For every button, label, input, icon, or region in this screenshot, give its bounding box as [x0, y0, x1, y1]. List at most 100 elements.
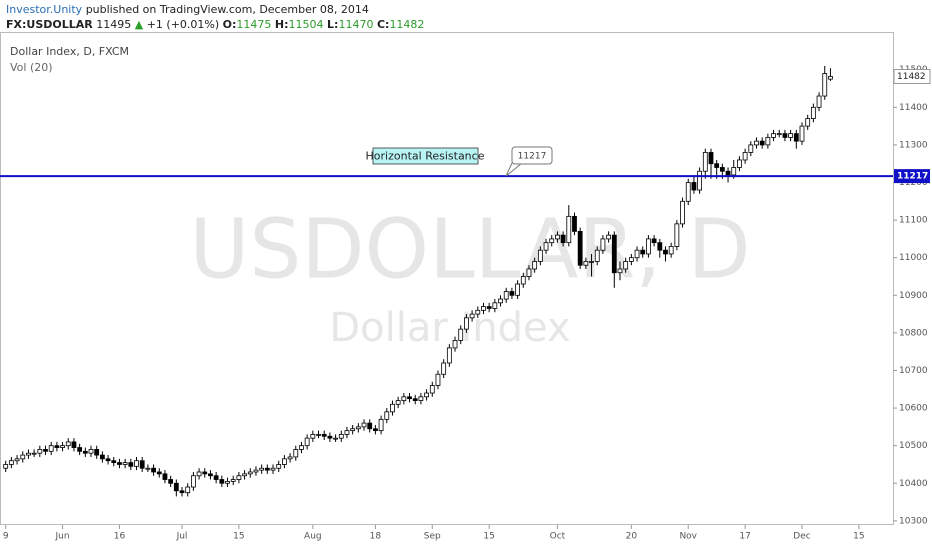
- last: 11495: [96, 18, 131, 31]
- chart-subtitle: Vol (20): [10, 61, 53, 74]
- x-tick-label: Sep: [424, 532, 441, 542]
- y-tick-label: 11300: [899, 140, 928, 150]
- candle-body: [788, 133, 794, 138]
- candle-body: [685, 182, 691, 202]
- candle-body: [486, 306, 492, 309]
- change: +1 (+0.01%): [147, 18, 219, 31]
- candle-body: [105, 458, 111, 462]
- candle-body: [8, 460, 14, 465]
- x-tick-label: 15: [853, 532, 864, 542]
- h-value: 11504: [289, 18, 324, 31]
- candle-body: [247, 471, 253, 475]
- candle-body: [378, 418, 384, 432]
- x-tick-label: Aug: [304, 532, 322, 542]
- x-tick-label: 15: [483, 532, 494, 542]
- candle-body: [537, 249, 543, 262]
- candle-body: [367, 422, 373, 430]
- candle-body: [82, 450, 88, 454]
- candle-body: [259, 467, 265, 471]
- candle-body: [202, 471, 208, 475]
- l-label: L:: [327, 18, 338, 31]
- last-price-label: 11482: [897, 72, 926, 82]
- candle-body: [253, 469, 259, 473]
- o-label: O:: [223, 18, 237, 31]
- candle-body: [88, 449, 94, 454]
- candle-body: [691, 182, 697, 191]
- candle-body: [651, 238, 657, 244]
- candle-body: [168, 479, 174, 484]
- candle-body: [566, 215, 572, 244]
- candle-body: [509, 291, 515, 296]
- x-tick-label: Jul: [176, 532, 188, 542]
- symbol: FX:USDOLLAR: [6, 18, 93, 31]
- author[interactable]: Investor.Unity: [6, 3, 83, 16]
- candle-body: [799, 125, 805, 142]
- x-tick-label: Oct: [550, 532, 566, 542]
- candle-body: [31, 452, 37, 455]
- y-tick-label: 10500: [899, 441, 928, 451]
- candle-body: [748, 144, 754, 153]
- candle-body: [498, 298, 503, 304]
- candle-body: [122, 462, 128, 465]
- candle-body: [515, 283, 520, 296]
- candle-body: [458, 328, 464, 341]
- candle-body: [657, 242, 663, 251]
- candle-body: [452, 340, 458, 349]
- candle-body: [816, 95, 822, 108]
- candle-body: [361, 422, 367, 428]
- candle-body: [464, 317, 469, 330]
- candle-body: [281, 458, 287, 465]
- candle-body: [94, 449, 100, 456]
- candle-body: [805, 118, 811, 127]
- candle-body: [594, 249, 600, 262]
- candle-body: [572, 215, 577, 232]
- candle-body: [520, 276, 526, 285]
- candle-body: [412, 398, 418, 401]
- candle-body: [526, 268, 532, 277]
- candle-body: [481, 306, 486, 311]
- candle-body: [99, 454, 105, 460]
- candle-body: [429, 385, 435, 394]
- candle-body: [503, 291, 509, 300]
- candle-body: [776, 133, 782, 136]
- candle-body: [418, 396, 424, 401]
- candle-body: [401, 396, 407, 401]
- candle-body: [395, 400, 401, 405]
- candle-body: [77, 447, 83, 452]
- candle-body: [208, 473, 213, 477]
- x-tick-label: 15: [233, 532, 244, 542]
- y-tick-label: 10400: [899, 479, 928, 489]
- candle-body: [714, 163, 720, 168]
- candle-body: [731, 167, 737, 176]
- callout-box: [511, 146, 553, 165]
- candle-body: [196, 471, 202, 477]
- candle-body: [390, 403, 395, 413]
- candle-body: [589, 261, 594, 263]
- candle-body: [26, 452, 31, 456]
- candle-body: [355, 426, 361, 430]
- candle-body: [287, 456, 293, 460]
- candle-body: [230, 479, 236, 482]
- candle-body: [771, 133, 776, 138]
- candle-body: [173, 482, 179, 492]
- candle-body: [293, 449, 299, 458]
- y-tick-label: 10600: [899, 404, 928, 414]
- candle-body: [754, 140, 759, 146]
- candle-body: [3, 464, 9, 469]
- candle-body: [555, 234, 560, 240]
- o-value: 11475: [236, 18, 271, 31]
- candle-body: [71, 441, 77, 448]
- candle-body: [492, 302, 498, 309]
- x-tick-label: Jun: [55, 532, 70, 542]
- y-tick-label: 10900: [899, 291, 928, 301]
- y-tick-label: 11100: [899, 216, 928, 226]
- candle-body: [225, 480, 230, 484]
- candle-body: [60, 445, 65, 448]
- y-tick-label: 10800: [899, 328, 928, 338]
- candle-body: [634, 249, 640, 259]
- candle-body: [782, 133, 788, 138]
- candle-body: [190, 475, 196, 488]
- candle-body: [810, 106, 816, 120]
- candle-body: [350, 428, 356, 432]
- candle-body: [793, 133, 799, 142]
